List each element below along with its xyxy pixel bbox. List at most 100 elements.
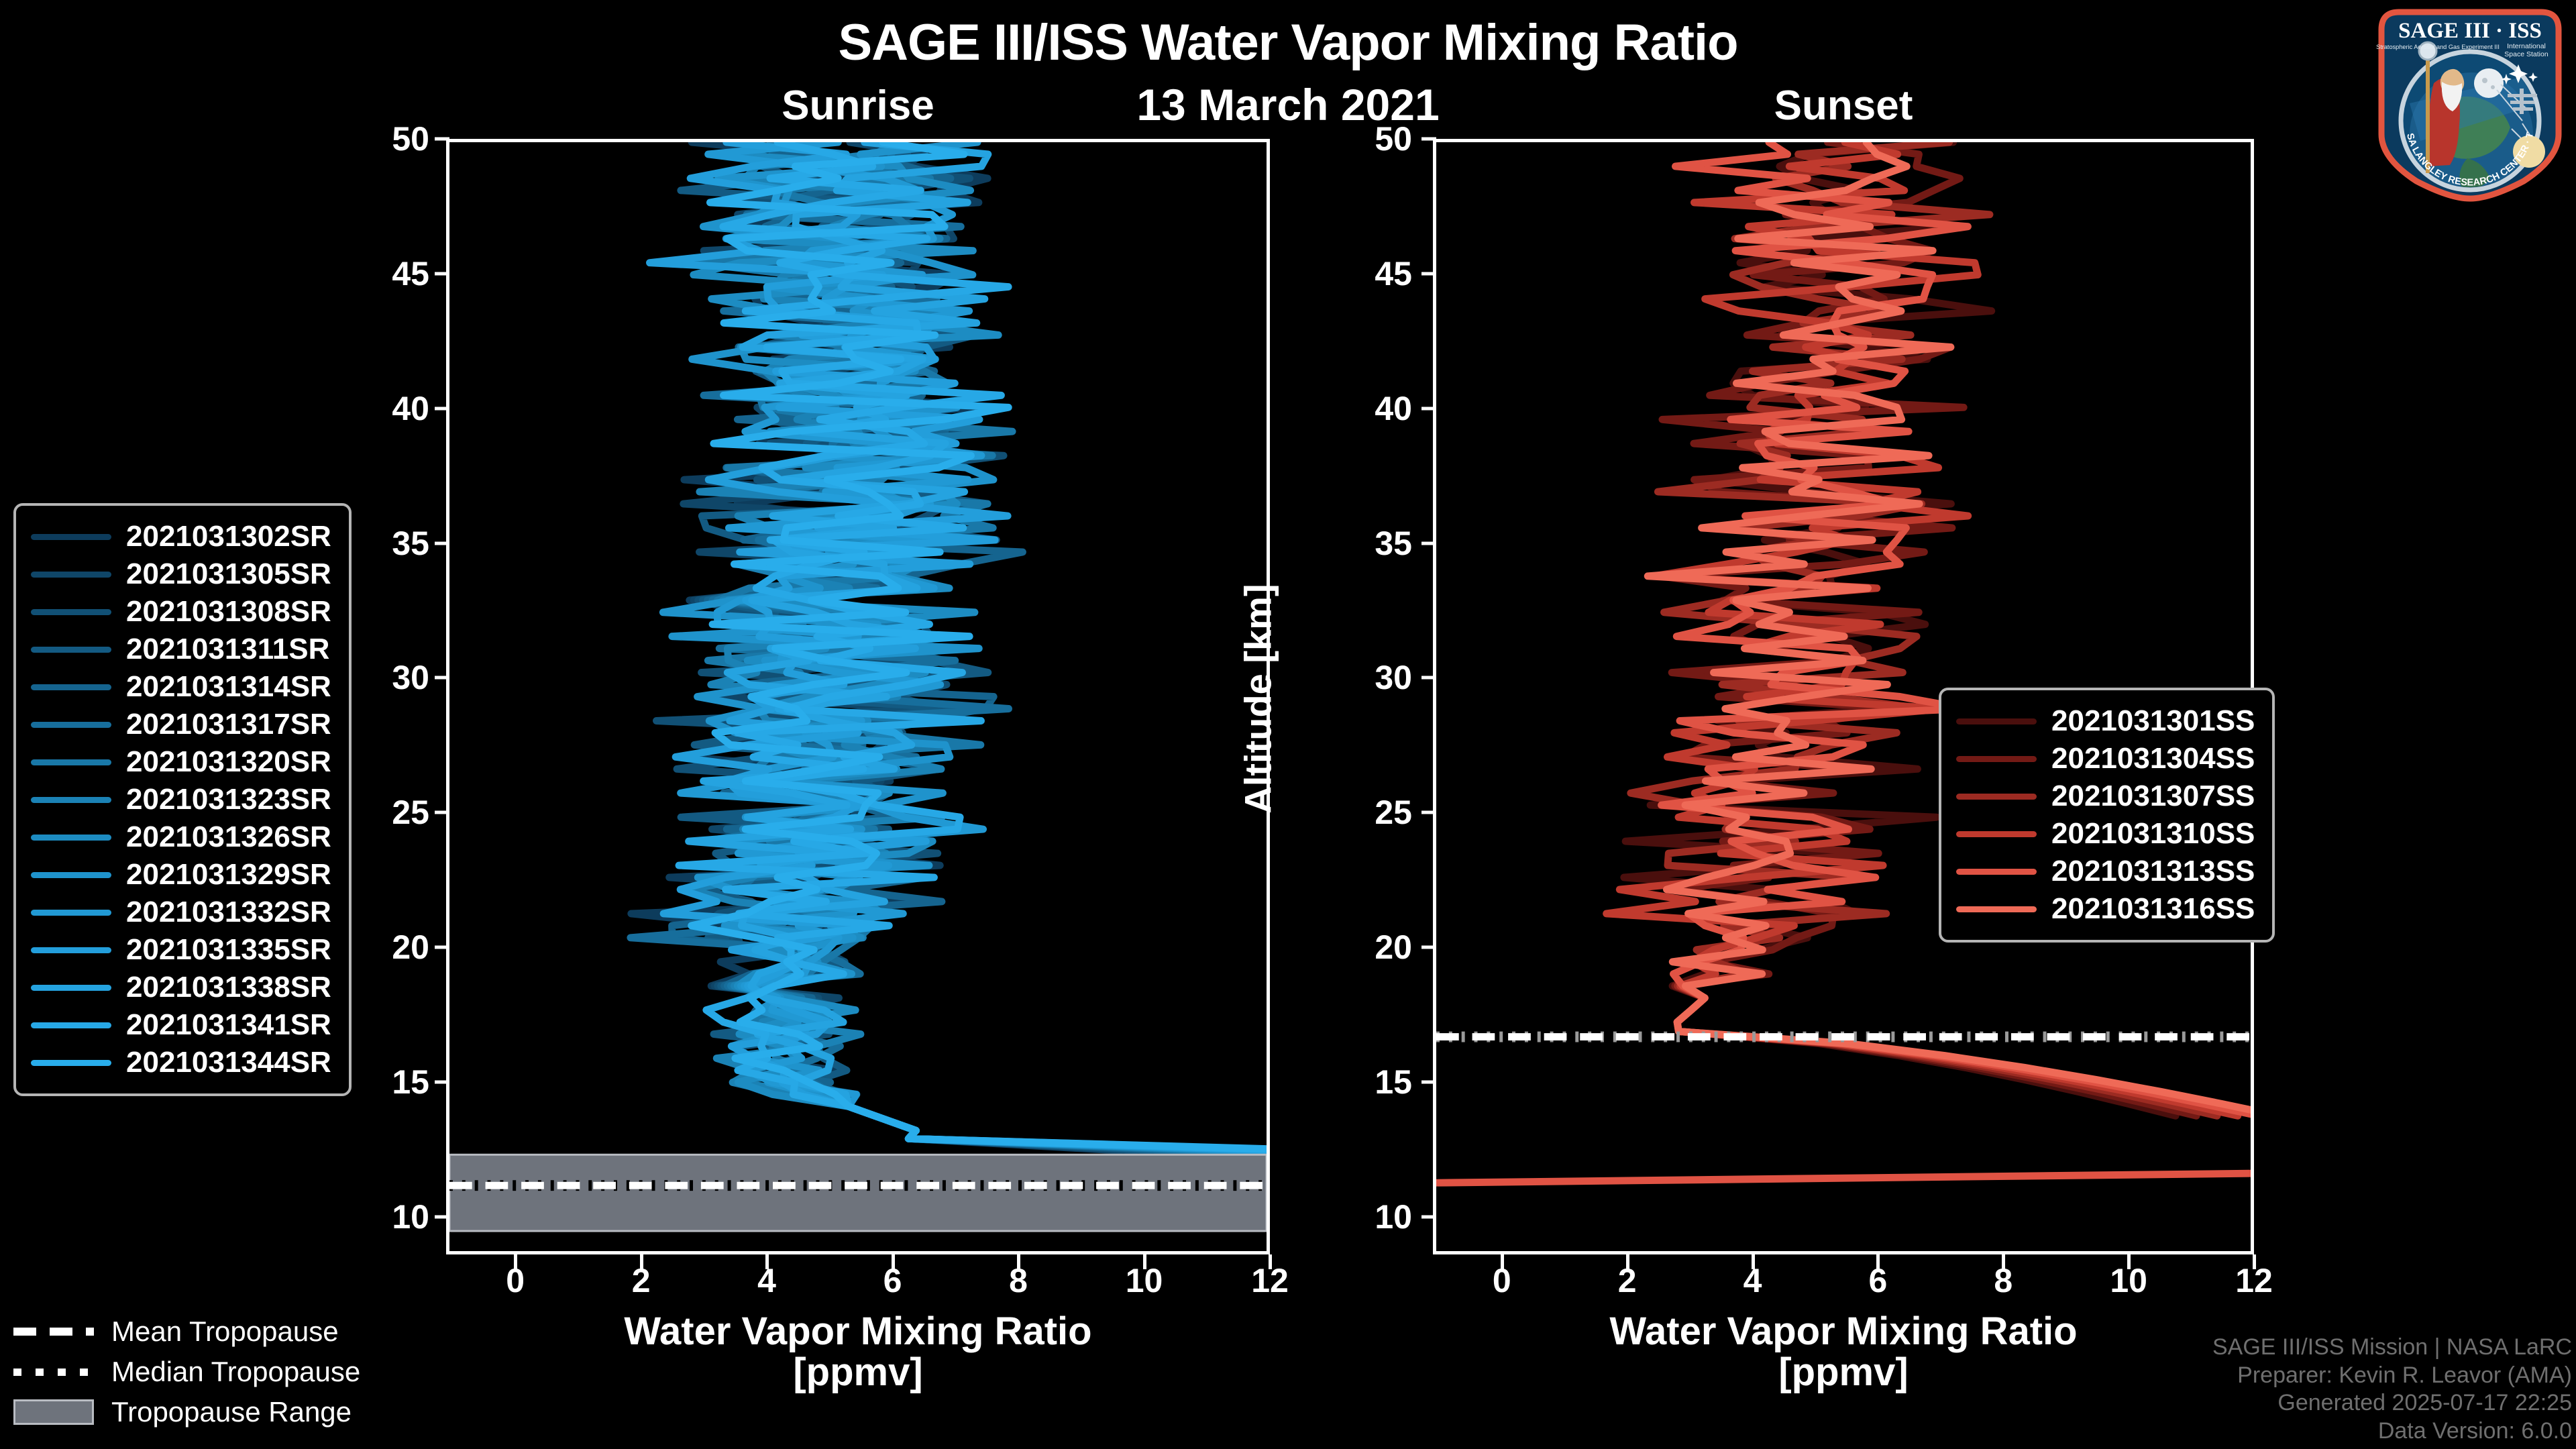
legend-item-2021031344SR[interactable]: 2021031344SR — [31, 1044, 331, 1081]
y-axis-tick-label-right-20: 20 — [1375, 928, 1412, 967]
legend-label: 2021031317SR — [126, 708, 331, 741]
y-axis-tick-label-right-45: 45 — [1375, 254, 1412, 292]
legend-color-line-icon — [31, 608, 111, 615]
patch-subtitle-right-1: International — [2507, 42, 2546, 50]
legend-label: 2021031344SR — [126, 1046, 331, 1079]
x-axis-tick-mark-R-0 — [1500, 1254, 1504, 1269]
legend-color-line-icon — [31, 646, 111, 653]
legend-label: 2021031316SS — [2051, 892, 2255, 925]
legend-color-line-icon — [1956, 830, 2037, 837]
legend-item-2021031320SR[interactable]: 2021031320SR — [31, 743, 331, 781]
legend-label: 2021031314SR — [126, 670, 331, 703]
sunrise-legend[interactable]: 2021031302SR 2021031305SR 2021031308SR 2021… — [13, 503, 352, 1096]
legend-label: 2021031335SR — [126, 933, 331, 966]
y-axis-tick-mark-25 — [435, 810, 449, 814]
legend-color-line-icon — [1956, 755, 2037, 762]
patch-title: SAGE III · ISS — [2398, 19, 2542, 43]
x-axis-tick-mark-R-8 — [2002, 1254, 2006, 1269]
sunset-series-group — [1436, 142, 2251, 1187]
legend-color-line-icon — [31, 571, 111, 578]
legend-item-2021031305SR[interactable]: 2021031305SR — [31, 555, 331, 593]
credits-line-version: Data Version: 6.0.0 — [2377, 1417, 2572, 1444]
credits-line-mission: SAGE III/ISS Mission | NASA LaRC — [2212, 1334, 2572, 1360]
legend-item-2021031302SR[interactable]: 2021031302SR — [31, 518, 331, 555]
iss-sprite — [2508, 89, 2537, 114]
x-axis-tick-mark-L-12 — [1269, 1254, 1272, 1269]
legend-label-median-tropopause: Median Tropopause — [111, 1356, 361, 1387]
legend-label: 2021031332SR — [126, 896, 331, 928]
legend-item-2021031307SS[interactable]: 2021031307SS — [1956, 777, 2255, 815]
legend-label: 2021031308SR — [126, 595, 331, 628]
legend-color-line-icon — [31, 1022, 111, 1028]
sunrise-panel-title: Sunrise — [782, 83, 934, 129]
y-axis-tick-label-right-25: 25 — [1375, 794, 1412, 832]
legend-color-line-icon — [31, 947, 111, 953]
legend-color-line-icon — [31, 909, 111, 916]
legend-item-2021031329SR[interactable]: 2021031329SR — [31, 856, 331, 894]
legend-item-2021031314SR[interactable]: 2021031314SR — [31, 668, 331, 706]
legend-color-line-icon — [31, 984, 111, 991]
credits-line-generated: Generated 2025-07-17 22:25 — [2277, 1390, 2572, 1416]
y-axis-tick-mark-right-35 — [1421, 541, 1436, 545]
x-axis-tick-mark-L-0 — [514, 1254, 518, 1269]
x-axis-tick-mark-R-4 — [1751, 1254, 1755, 1269]
legend-label: 2021031304SS — [2051, 742, 2255, 775]
legend-item-tropopause-range: Tropopause Range — [13, 1392, 360, 1432]
page-title: SAGE III/ISS Water Vapor Mixing Ratio — [838, 14, 1738, 71]
x-axis-tick-mark-L-8 — [1017, 1254, 1021, 1269]
tropopause-legend[interactable]: Mean Tropopause Median Tropopause Tropop… — [13, 1311, 361, 1432]
legend-label: 2021031338SR — [126, 971, 331, 1004]
y-axis-tick-mark-35 — [435, 541, 449, 545]
legend-item-2021031335SR[interactable]: 2021031335SR — [31, 931, 331, 969]
legend-label: 2021031313SS — [2051, 855, 2255, 888]
legend-color-line-icon — [31, 1059, 111, 1066]
legend-item-2021031341SR[interactable]: 2021031341SR — [31, 1006, 331, 1044]
legend-label: 2021031326SR — [126, 820, 331, 853]
y-axis-tick-mark-right-10 — [1421, 1215, 1436, 1219]
x-axis-label-line1: Water Vapor Mixing Ratio — [624, 1309, 1092, 1353]
legend-label: 2021031323SR — [126, 783, 331, 816]
legend-label: 2021031329SR — [126, 858, 331, 891]
x-axis-label-line2: [ppmv] — [793, 1350, 923, 1394]
legend-label: 2021031311SR — [126, 633, 330, 665]
legend-color-line-icon — [31, 533, 111, 540]
y-axis-tick-mark-right-30 — [1421, 676, 1436, 680]
y-axis-tick-label-50: 50 — [392, 120, 429, 158]
x-axis-label-R: Water Vapor Mixing Ratio [ppmv] — [1433, 1311, 2254, 1393]
profile-line-2021031316SS — [1644, 142, 2251, 1114]
legend-item-2021031326SR[interactable]: 2021031326SR — [31, 818, 331, 856]
legend-item-2021031301SS[interactable]: 2021031301SS — [1956, 702, 2255, 740]
y-axis-tick-mark-right-20 — [1421, 945, 1436, 949]
legend-color-line-icon — [31, 871, 111, 878]
legend-item-2021031316SS[interactable]: 2021031316SS — [1956, 890, 2255, 928]
credits-line-preparer: Preparer: Kevin R. Leavor (AMA) — [2237, 1362, 2572, 1388]
dotted-line-icon — [13, 1368, 94, 1376]
y-axis-tick-label-15: 15 — [392, 1063, 429, 1101]
legend-item-2021031304SS[interactable]: 2021031304SS — [1956, 740, 2255, 777]
legend-item-2021031323SR[interactable]: 2021031323SR — [31, 781, 331, 818]
profile-line-low-altitude-segment — [1436, 1169, 2251, 1187]
y-axis-tick-mark-40 — [435, 407, 449, 411]
y-axis-tick-label-10: 10 — [392, 1197, 429, 1236]
y-axis-tick-mark-15 — [435, 1080, 449, 1084]
legend-color-line-icon — [31, 721, 111, 728]
y-axis-tick-mark-right-15 — [1421, 1080, 1436, 1084]
legend-item-2021031311SR[interactable]: 2021031311SR — [31, 631, 331, 668]
legend-item-2021031310SS[interactable]: 2021031310SS — [1956, 815, 2255, 853]
x-axis-tick-mark-R-10 — [2127, 1254, 2131, 1269]
legend-label: 2021031320SR — [126, 745, 331, 778]
sunrise-tropopause-range-band — [449, 1153, 1267, 1232]
legend-color-line-icon — [1956, 906, 2037, 912]
patch-subtitle-left: Stratospheric Aerosol and Gas Experiment… — [2376, 44, 2500, 50]
y-axis-tick-label-30: 30 — [392, 659, 429, 697]
legend-item-2021031338SR[interactable]: 2021031338SR — [31, 969, 331, 1006]
y-axis-tick-label-right-10: 10 — [1375, 1197, 1412, 1236]
y-axis-tick-mark-right-25 — [1421, 810, 1436, 814]
legend-color-line-icon — [31, 759, 111, 765]
legend-item-2021031332SR[interactable]: 2021031332SR — [31, 894, 331, 931]
legend-item-2021031313SS[interactable]: 2021031313SS — [1956, 853, 2255, 890]
color-swatch-icon — [13, 1399, 94, 1425]
sunset-legend[interactable]: 2021031301SS 2021031304SS 2021031307SS 2021… — [1939, 688, 2275, 943]
legend-item-2021031308SR[interactable]: 2021031308SR — [31, 593, 331, 631]
legend-item-2021031317SR[interactable]: 2021031317SR — [31, 706, 331, 743]
